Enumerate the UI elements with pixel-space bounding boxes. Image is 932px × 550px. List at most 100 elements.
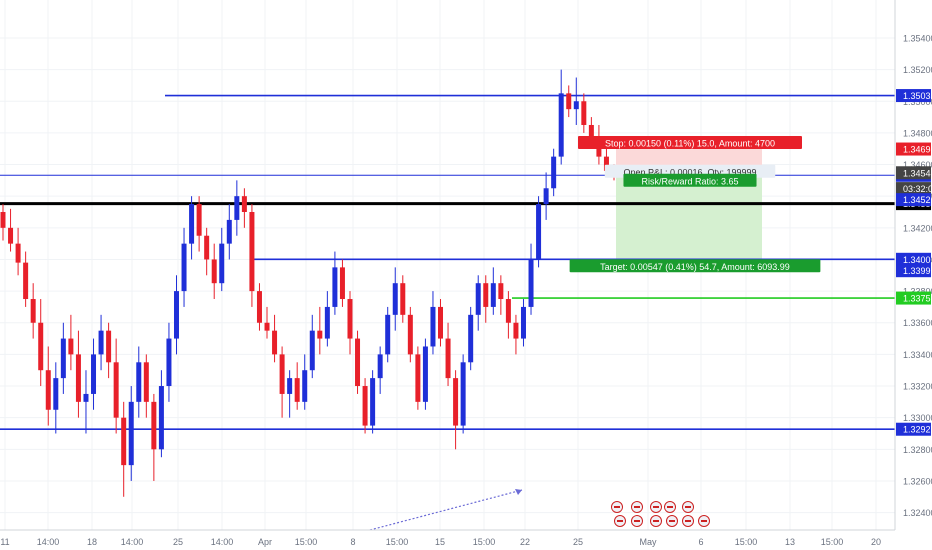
candle-body [339, 267, 345, 300]
candle-body [15, 243, 21, 263]
candle-body [113, 362, 119, 418]
price-badge-bg [896, 264, 931, 278]
price-tick-label: 1.32800 [903, 445, 932, 455]
price-tick-label: 1.33600 [903, 318, 932, 328]
time-tick-label: 15:00 [735, 537, 758, 547]
candle-body [30, 299, 36, 323]
candle-body [317, 330, 323, 339]
time-tick-label: 15 [435, 537, 445, 547]
price-badge: 1.33996 [903, 266, 932, 276]
candle-body [23, 262, 29, 300]
time-tick-label: 6 [698, 537, 703, 547]
time-tick-label: 14:00 [37, 537, 60, 547]
time-tick-label: 25 [173, 537, 183, 547]
candle-body [603, 156, 609, 171]
price-badge: 1.34526 [903, 195, 932, 205]
candle-body [332, 267, 338, 307]
risk-reward-label-bg [623, 173, 757, 187]
candle-body [385, 314, 391, 355]
candle-body [453, 378, 459, 426]
candle-body [483, 283, 489, 307]
stop-label[interactable]: Stop: 0.00150 (0.11%) 15.0, Amount: 4700 [605, 139, 775, 149]
position-tool[interactable]: Stop: 0.00150 (0.11%) 15.0, Amount: 4700… [569, 136, 821, 273]
level-price-badge: 1.35036 [903, 91, 932, 101]
time-tick-label: 14:00 [211, 537, 234, 547]
candle-body [558, 93, 564, 157]
price-badge-bg [896, 166, 931, 180]
target-label[interactable]: Target: 0.00547 (0.41%) 54.7, Amount: 60… [600, 262, 790, 272]
price-badge-bg [896, 193, 931, 207]
candle-body [173, 291, 179, 339]
candle-body [234, 196, 240, 220]
price-tick-label: 1.34600 [903, 160, 932, 170]
candle-body [468, 314, 474, 363]
price-tick-label: 1.35200 [903, 65, 932, 75]
price-tick-label: 1.33200 [903, 382, 932, 392]
price-axis[interactable]: 1.354001.352001.350001.348001.346001.344… [894, 0, 932, 550]
target-label-bg [569, 259, 821, 273]
time-tick-label: 14:00 [121, 537, 144, 547]
time-tick-label: 15:00 [473, 537, 496, 547]
time-tick-label: 8 [350, 537, 355, 547]
candle-body [45, 370, 51, 410]
candle-body [121, 417, 127, 466]
candle-body [370, 378, 376, 426]
candle-body [536, 204, 542, 260]
candle-body [520, 306, 526, 339]
level-price-badge-bg [896, 252, 931, 266]
candle-body [181, 243, 187, 292]
time-axis[interactable]: 11 14:00 18 14:00 25 14:00 Apr 15:00 8 15:00 15 15:… [0, 529, 932, 550]
open-pnl-label[interactable]: Open P&L: 0.00016, Qty: 199999 [623, 167, 756, 177]
time-tick-label: 25 [573, 537, 583, 547]
candle-body [91, 354, 97, 394]
time-tick-label: 15:00 [821, 537, 844, 547]
candle-body [53, 378, 59, 410]
candle-body [189, 204, 195, 244]
candle-body [407, 314, 413, 355]
candle-body [106, 330, 112, 363]
candle-body [415, 354, 421, 402]
candle-body [38, 322, 44, 371]
candle-body [490, 283, 496, 307]
trend-arrow-head [515, 489, 522, 495]
candle-body [279, 354, 285, 394]
candle-body [128, 401, 134, 466]
time-tick-label: 15:00 [295, 537, 318, 547]
candle-body [543, 188, 549, 205]
candle-body [60, 338, 66, 379]
candle-body [75, 354, 81, 402]
flag-icon [653, 520, 659, 522]
time-axis-background [0, 530, 932, 550]
stop-label-bg [578, 136, 802, 150]
price-badge: 1.34548 [903, 168, 932, 178]
candle-body [272, 330, 278, 355]
candle-body [98, 330, 104, 355]
level-price-badge-bg [896, 89, 931, 103]
candle-body [166, 338, 172, 387]
candle-body [498, 283, 504, 300]
price-badge-bg [896, 142, 931, 156]
price-tick-label: 1.32600 [903, 476, 932, 486]
candle-body [573, 101, 579, 110]
candle-body [377, 354, 383, 379]
candles [0, 69, 617, 497]
price-tick-label: 1.34200 [903, 223, 932, 233]
candle-body [355, 338, 361, 387]
candle-body [294, 378, 300, 402]
level-price-badge-bg [896, 422, 931, 436]
candle-body [309, 330, 315, 371]
candle-body [347, 299, 353, 339]
candle-body [196, 204, 202, 236]
candle-body [241, 196, 247, 212]
candle-body [226, 219, 232, 244]
risk-reward-label[interactable]: Risk/Reward Ratio: 3.65 [641, 176, 738, 186]
candle-body [68, 338, 74, 355]
flag-icon [617, 520, 623, 522]
candle-body [581, 101, 587, 125]
candle-body [211, 259, 217, 284]
price-tick-label: 1.35400 [903, 33, 932, 43]
candle-body [551, 156, 557, 189]
